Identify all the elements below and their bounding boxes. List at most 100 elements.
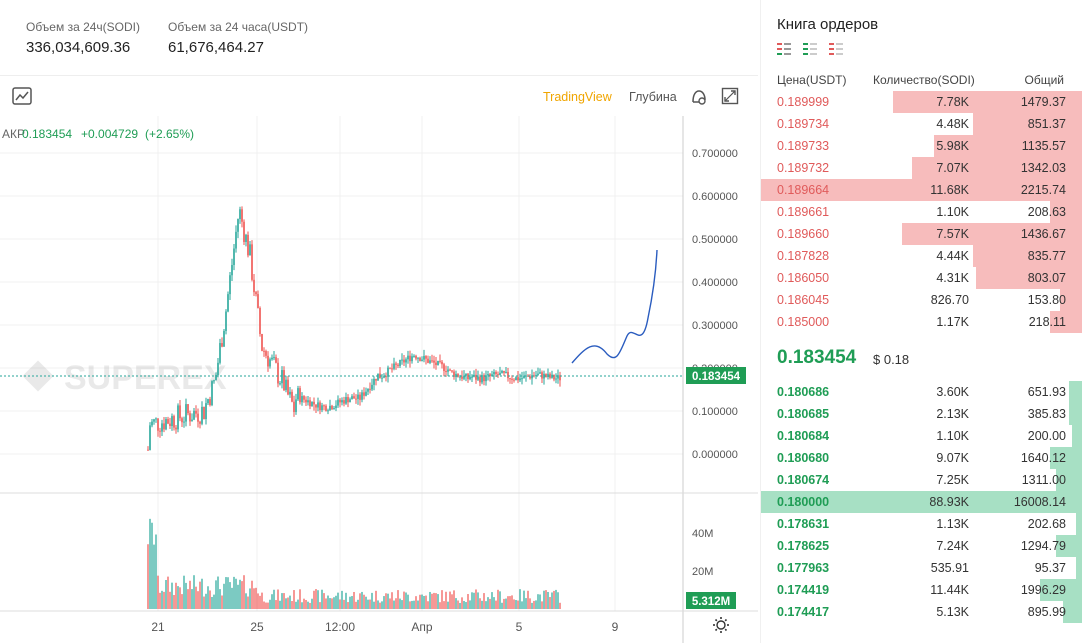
- bid-row[interactable]: 0.177963 535.91 95.37: [761, 557, 1082, 579]
- volume-bar: [491, 592, 493, 609]
- bid-row[interactable]: 0.178631 1.13K 202.68: [761, 513, 1082, 535]
- candle-body: [277, 362, 279, 384]
- candle-body: [167, 419, 169, 424]
- candle-body: [243, 221, 245, 242]
- ask-row[interactable]: 0.185000 1.17K 218.11: [761, 311, 1082, 333]
- volume-bar: [195, 586, 197, 609]
- time-label-9: 9: [612, 620, 619, 634]
- candle-body: [541, 372, 543, 379]
- candle-body: [307, 400, 309, 403]
- mode-asks-icon[interactable]: [829, 43, 843, 55]
- indicator-icon[interactable]: [12, 87, 32, 105]
- ask-qty: 5.98K: [936, 139, 969, 153]
- ask-qty: 826.70: [930, 293, 969, 307]
- price-axis-label: 0.500000: [692, 234, 738, 246]
- bid-row[interactable]: 0.180686 3.60K 651.93: [761, 381, 1082, 403]
- price-axis-label: 0.300000: [692, 320, 738, 332]
- candle-body: [433, 360, 435, 363]
- bid-row[interactable]: 0.180685 2.13K 385.83: [761, 403, 1082, 425]
- candlestick-series: [147, 206, 561, 451]
- depth-tab[interactable]: Глубина: [629, 90, 677, 104]
- candle-body: [229, 275, 231, 295]
- candle-body: [147, 449, 149, 451]
- candle-body: [203, 406, 205, 420]
- volume-bar: [199, 581, 201, 609]
- ask-depth-bar: [892, 91, 1082, 113]
- ask-row[interactable]: 0.189999 7.78K 1479.37: [761, 91, 1082, 113]
- volume-bar: [315, 589, 317, 609]
- volume-tag-bg: [686, 592, 736, 609]
- candle-body: [461, 376, 463, 379]
- price-axis: 0.700000 0.600000 0.500000 0.400000 0.300000…: [692, 148, 738, 461]
- bid-row[interactable]: 0.180000 88.93K 16008.14: [761, 491, 1082, 513]
- bid-row[interactable]: 0.180684 1.10K 200.00: [761, 425, 1082, 447]
- volume-bar: [293, 590, 295, 609]
- candle-body: [489, 374, 491, 377]
- candle-body: [457, 373, 459, 377]
- volume-bar: [277, 589, 279, 609]
- ask-row[interactable]: 0.189733 5.98K 1135.57: [761, 135, 1082, 157]
- volume-bar: [385, 593, 387, 609]
- volume-bar: [389, 598, 391, 609]
- candle-body: [315, 404, 317, 408]
- candle-body: [495, 371, 497, 375]
- bid-total: 200.00: [1027, 429, 1066, 443]
- candle-body: [357, 394, 359, 399]
- ask-row[interactable]: 0.187828 4.44K 835.77: [761, 245, 1082, 267]
- candle-body: [325, 405, 327, 411]
- volume-bar: [327, 595, 329, 609]
- bid-qty: 5.13K: [936, 605, 969, 619]
- ask-row[interactable]: 0.189732 7.07K 1342.03: [761, 157, 1082, 179]
- price-chart[interactable]: SUPEREX АКР 0.183454 +0.004729 (+2.65%) …: [0, 116, 758, 643]
- chart-panel[interactable]: TradingView Глубина SUPEREX АКР 0.183454: [0, 76, 758, 643]
- chart-settings-icon[interactable]: [713, 617, 729, 633]
- candle-body: [169, 423, 171, 426]
- ask-row[interactable]: 0.186050 4.31K 803.07: [761, 267, 1082, 289]
- bid-row[interactable]: 0.180680 9.07K 1640.12: [761, 447, 1082, 469]
- candle-body: [383, 376, 385, 378]
- volume-bar: [479, 598, 481, 609]
- candle-body: [271, 357, 273, 360]
- candle-body: [419, 357, 421, 361]
- bid-row[interactable]: 0.174419 11.44K 1996.29: [761, 579, 1082, 601]
- fullscreen-icon[interactable]: [721, 87, 739, 105]
- bid-row[interactable]: 0.174417 5.13K 895.99: [761, 601, 1082, 623]
- ask-row[interactable]: 0.189661 1.10K 208.63: [761, 201, 1082, 223]
- ask-row[interactable]: 0.189660 7.57K 1436.67: [761, 223, 1082, 245]
- candle-body: [481, 375, 483, 383]
- tradingview-tab[interactable]: TradingView: [543, 90, 612, 104]
- candle-body: [545, 373, 547, 378]
- bid-row[interactable]: 0.180674 7.25K 1311.00: [761, 469, 1082, 491]
- candle-body: [511, 378, 513, 380]
- mode-both-icon[interactable]: [777, 43, 791, 55]
- candle-body: [263, 350, 265, 352]
- volume-bar: [495, 600, 497, 609]
- volume-bar: [543, 590, 545, 609]
- volume-series: [147, 518, 561, 609]
- mode-bids-icon[interactable]: [803, 43, 817, 55]
- bid-qty: 9.07K: [936, 451, 969, 465]
- ask-row[interactable]: 0.186045 826.70 153.80: [761, 289, 1082, 311]
- volume-bar: [163, 591, 165, 609]
- volume-bar: [417, 600, 419, 609]
- ask-price: 0.185000: [777, 315, 830, 329]
- volume-tag: 5.312M: [692, 596, 730, 608]
- settings-icon[interactable]: [690, 88, 708, 106]
- candle-body: [329, 405, 331, 411]
- ask-qty: 7.07K: [936, 161, 969, 175]
- candle-body: [215, 375, 217, 381]
- volume-bar: [457, 600, 459, 609]
- time-label-25: 25: [250, 620, 264, 634]
- bid-row[interactable]: 0.178625 7.24K 1294.79: [761, 535, 1082, 557]
- ask-qty: 11.68K: [930, 183, 969, 197]
- candle-body: [201, 406, 203, 424]
- ask-row[interactable]: 0.189664 11.68K 2215.74: [761, 179, 1082, 201]
- volume-bar: [399, 598, 401, 609]
- ask-row[interactable]: 0.189734 4.48K 851.37: [761, 113, 1082, 135]
- volume-bar: [347, 602, 349, 609]
- ask-qty: 7.57K: [936, 227, 969, 241]
- volume-bar: [197, 591, 199, 609]
- candle-body: [413, 355, 415, 357]
- candle-body: [401, 359, 403, 361]
- volume-bar: [231, 587, 233, 609]
